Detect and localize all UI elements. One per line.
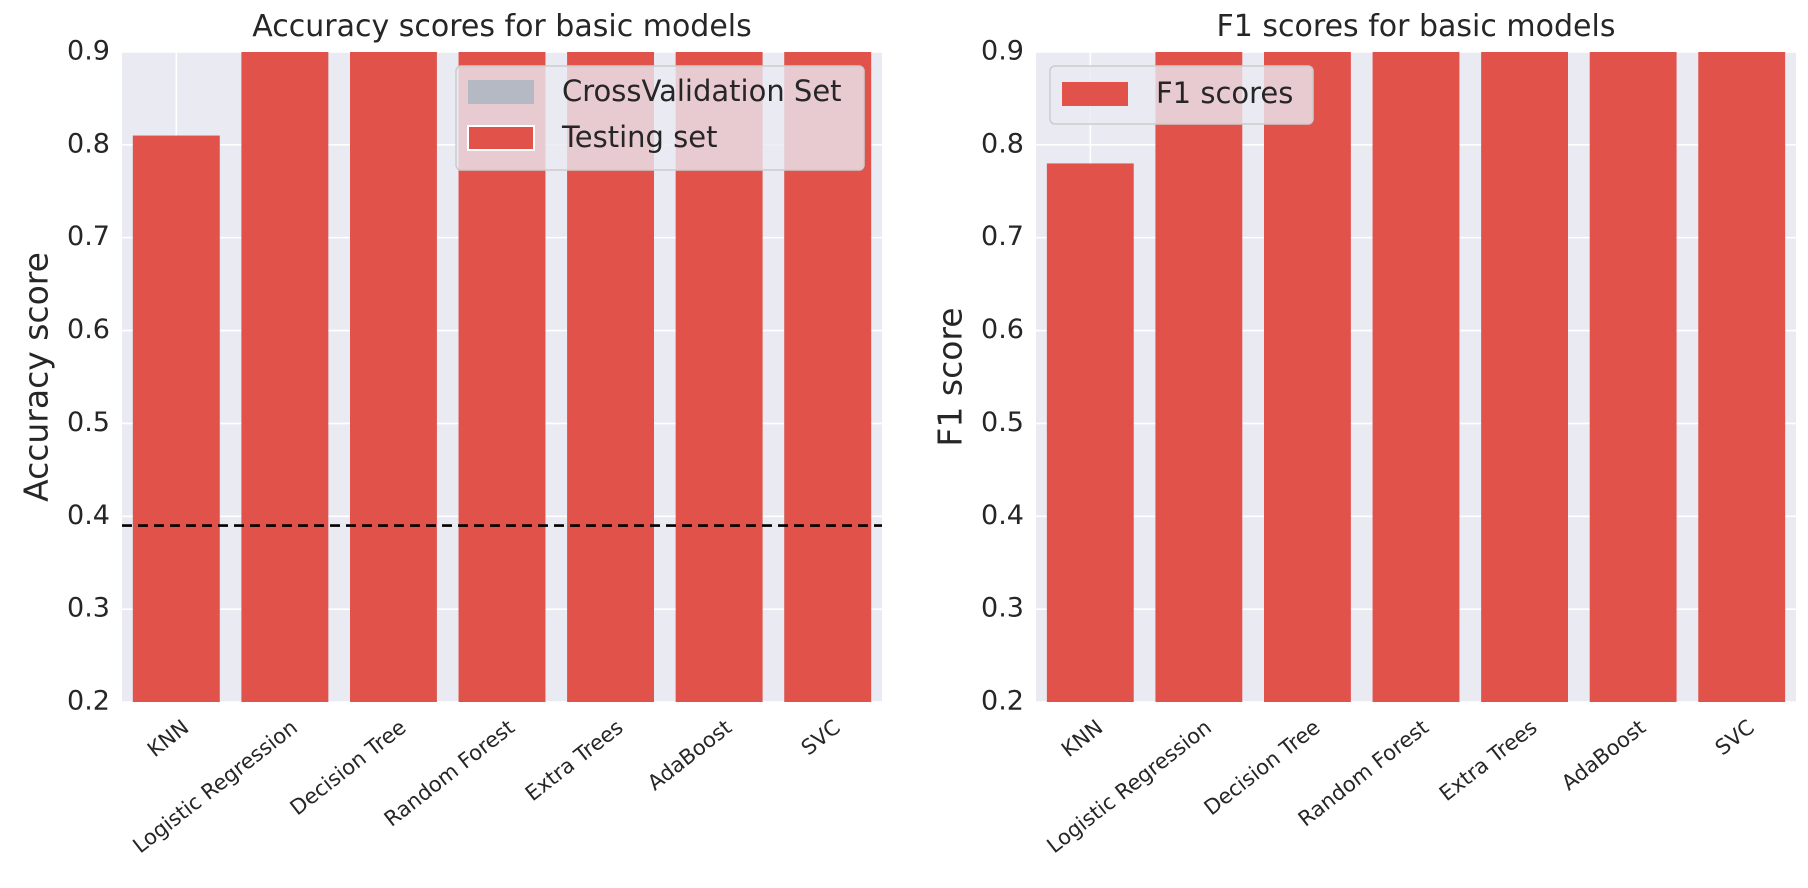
legend-label-crossvalidation: CrossValidation Set: [562, 74, 842, 108]
y-tick-label: 0.3: [67, 593, 110, 624]
y-tick-label: 0.7: [67, 221, 110, 252]
x-tick-label: AdaBoost: [643, 715, 736, 795]
y-tick-label: 0.5: [67, 407, 110, 438]
accuracy-chart-title: Accuracy scores for basic models: [252, 9, 752, 44]
f1-legend-box: [1049, 65, 1314, 125]
y-tick-label: 0.9: [67, 36, 110, 67]
bar-svc-series-0: [1698, 52, 1786, 702]
y-tick-label: 0.4: [67, 500, 110, 531]
legend-swatch-testing: [467, 125, 535, 151]
bar-decision-tree-series-0: [1264, 52, 1351, 702]
y-tick-label: 0.2: [981, 686, 1024, 717]
f1-y-axis-label: F1 score: [931, 307, 970, 446]
x-tick-label: Extra Trees: [521, 715, 628, 806]
bar-logistic-regression-series-1: [241, 52, 329, 702]
f1-y-ticks: 0.2 0.3 0.4 0.5 0.6 0.7 0.8 0.9: [981, 36, 1024, 717]
f1-chart-panel: F1 scores for basic models F1 score 0.20…: [931, 9, 1796, 858]
legend-swatch-f1: [1062, 82, 1128, 106]
y-tick-label: 0.3: [981, 593, 1024, 624]
bar-knn-series-1: [132, 135, 220, 702]
x-tick-label: KNN: [143, 715, 193, 762]
bar-logistic-regression-series-0: [1155, 52, 1243, 702]
y-tick-label: 0.5: [981, 407, 1024, 438]
bar-extra-trees-series-0: [1481, 52, 1568, 702]
x-tick-label: SVC: [1711, 715, 1759, 760]
y-tick-label: 0.4: [981, 500, 1024, 531]
bar-adaboost-series-0: [1589, 52, 1677, 702]
bar-decision-tree-series-1: [350, 52, 437, 702]
f1-chart-title: F1 scores for basic models: [1217, 9, 1616, 44]
accuracy-chart-panel: Accuracy scores for basic models Accurac…: [17, 9, 882, 858]
legend-label-testing: Testing set: [561, 120, 718, 154]
y-tick-label: 0.8: [981, 128, 1024, 159]
accuracy-legend-box: [455, 65, 865, 171]
bar-random-forest-series-0: [1372, 52, 1460, 702]
legend-swatch-crossvalidation: [468, 80, 534, 104]
accuracy-bars: [132, 52, 872, 702]
x-tick-label: Extra Trees: [1435, 715, 1542, 806]
x-tick-label: SVC: [797, 715, 845, 760]
accuracy-y-ticks: 0.2 0.3 0.4 0.5 0.6 0.7 0.8 0.9: [67, 36, 110, 717]
f1-legend: F1 scores: [1049, 65, 1314, 125]
y-tick-label: 0.2: [67, 686, 110, 717]
y-tick-label: 0.7: [981, 221, 1024, 252]
y-tick-label: 0.9: [981, 36, 1024, 67]
bar-knn-series-0: [1046, 163, 1134, 702]
legend-label-f1: F1 scores: [1156, 76, 1293, 110]
y-tick-label: 0.6: [67, 314, 110, 345]
y-tick-label: 0.6: [981, 314, 1024, 345]
x-tick-label: KNN: [1057, 715, 1107, 762]
y-tick-label: 0.8: [67, 128, 110, 159]
x-tick-label: AdaBoost: [1557, 715, 1650, 795]
f1-bars: [1046, 52, 1786, 702]
accuracy-y-axis-label: Accuracy score: [17, 252, 56, 502]
accuracy-legend: CrossValidation Set Testing set: [455, 65, 865, 171]
